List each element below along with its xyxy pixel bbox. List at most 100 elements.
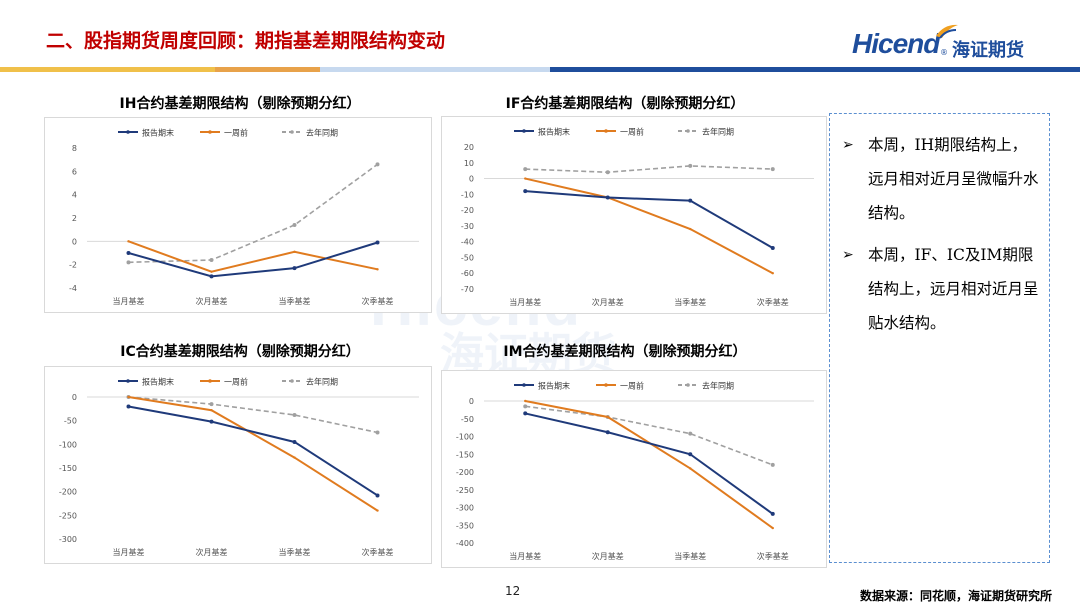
data-point [605,170,610,175]
y-tick-label: -300 [456,504,474,513]
data-point [375,162,380,167]
series-line [525,177,774,275]
legend-label: 一周前 [620,381,644,391]
y-tick-label: -2 [69,261,77,270]
x-tick-label: 当月基差 [113,296,145,306]
y-tick-label: 6 [72,167,77,176]
series-line [525,405,774,466]
data-point [292,223,297,227]
chart-ic-svg: 报告期末 一周前 去年同期 -300 -250 -200 -150 -100 -50 0 当月基差 次… [59,377,419,557]
data-point [376,268,379,271]
data-point [606,415,609,419]
data-point [524,399,527,403]
x-tick-label: 当月基差 [509,551,541,561]
y-tick-label: -250 [59,511,77,520]
y-tick-label: -20 [461,206,474,215]
y-tick-label: -350 [456,521,474,530]
data-point [523,411,528,416]
data-point [770,245,775,250]
chart-im: 报告期末 一周前 去年同期 -400 -350 -300 -250 -200 -150 -100 -… [441,370,827,568]
y-tick-label: 0 [469,175,474,184]
header-bar-orange [215,67,320,72]
data-point [209,402,214,407]
chart-title-ic: IC合约基差期限结构（剔除预期分红） [120,344,360,360]
logo-swoosh-icon [936,24,958,39]
chart-ih: 报告期末 一周前 去年同期 -4 -2 0 2 4 6 8 当月基差 次月基差 当季基差 次季基差 [44,117,432,313]
y-tick-label: -300 [59,535,77,544]
x-tick-label: 次季基差 [757,297,789,307]
data-point [375,430,380,435]
legend-label: 一周前 [224,128,248,138]
data-point [689,467,692,470]
commentary-panel: ➢ 本周，IH期限结构上，远月相对近月呈微幅升水结构。 ➢ 本周，IF、IC及I… [829,113,1050,563]
y-tick-label: -150 [59,464,77,473]
series-line [525,412,774,515]
y-tick-label: -200 [59,488,77,497]
legend-label: 报告期末 [142,128,174,138]
legend-marker [604,383,608,387]
y-tick-label: 0 [72,237,77,246]
data-point [209,258,214,262]
data-point [770,462,775,467]
legend-label: 报告期末 [142,377,174,387]
data-point [688,452,693,457]
data-point [210,409,213,412]
data-point [292,439,297,444]
series-line [128,396,378,434]
legend-marker [604,129,608,133]
arrow-bullet-icon: ➢ [842,247,854,263]
y-tick-label: -30 [461,222,474,231]
legend-label: 一周前 [224,377,248,387]
legend-label: 去年同期 [702,381,734,391]
y-tick-label: -60 [461,269,474,278]
y-tick-label: 8 [72,144,77,153]
header-bar-yellow [0,67,215,72]
hicend-logo: Hicend ® 海证期货 [852,22,1057,66]
y-tick-label: -200 [456,468,474,477]
legend-marker [522,383,526,387]
legend-marker [208,130,212,134]
data-point [523,167,528,172]
data-point [376,509,379,512]
data-point [209,419,214,424]
series-line [525,165,773,174]
registered-mark: ® [940,48,948,57]
chart-ic: 报告期末 一周前 去年同期 -300 -250 -200 -150 -100 -50 0 当月基差 次… [44,366,432,564]
data-point [689,227,692,231]
y-tick-label: -100 [59,440,77,449]
logo-text: Hicend [852,28,940,59]
x-tick-label: 当月基差 [509,297,541,307]
y-tick-label: 4 [72,191,77,200]
x-tick-label: 次月基差 [592,551,624,561]
chart-if: 报告期末 一周前 去年同期 -70 -60 -50 -40 -30 -20 -10 0 10 20 当月基… [441,116,827,314]
y-tick-label: 20 [464,143,474,152]
y-tick-label: -40 [461,238,474,247]
page-number: 12 [505,584,521,598]
series-line [128,405,379,497]
y-tick-label: 0 [72,393,77,402]
data-point [126,260,131,265]
legend-label: 去年同期 [702,127,734,137]
y-tick-label: -400 [456,539,474,548]
chart-im-svg: 报告期末 一周前 去年同期 -400 -350 -300 -250 -200 -150 -100 -… [456,381,814,561]
arrow-bullet-icon: ➢ [842,137,854,153]
x-tick-label: 当季基差 [674,551,706,561]
data-point [209,274,214,279]
x-tick-label: 当季基差 [674,297,706,307]
data-point [688,163,693,168]
commentary-text: 本周，IH期限结构上，远月相对近月呈微幅升水结构。 [868,136,1039,222]
y-tick-label: 10 [464,159,474,168]
series-line [525,190,774,249]
legend-marker [290,379,294,383]
y-tick-label: -50 [461,415,474,424]
y-tick-label: -250 [456,486,474,495]
legend-marker [126,379,130,383]
data-point [293,456,296,459]
data-point [523,404,528,409]
data-point [524,177,527,180]
data-point [605,195,610,200]
y-tick-label: -100 [456,433,474,442]
header-bar-lightblue [320,67,550,72]
x-tick-label: 次季基差 [757,551,789,561]
series-line [525,400,774,529]
